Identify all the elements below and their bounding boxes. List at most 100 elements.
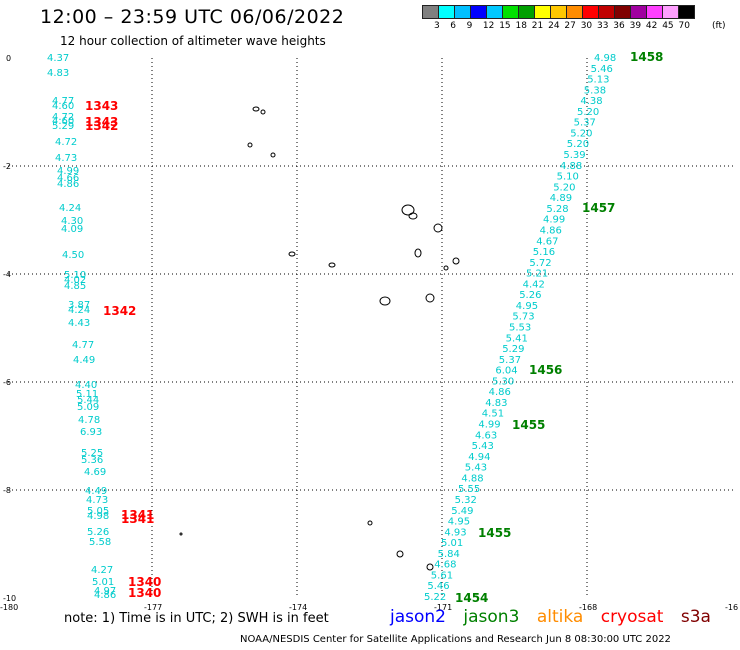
x-tick-label: -180: [0, 603, 18, 612]
cryosat-swh-value: 4.85: [64, 281, 86, 292]
y-tick-label: -10: [3, 594, 16, 603]
scale-label: 33: [597, 21, 609, 31]
jason3-swh-value: 5.84: [438, 549, 460, 560]
scale-swatch: [678, 5, 695, 19]
jason3-time-label: 1454: [455, 591, 488, 605]
cryosat-swh-value: 4.72: [52, 112, 74, 123]
y-tick-label: -4: [3, 270, 11, 279]
jason3-swh-value: 4.88: [461, 473, 483, 484]
y-tick-label: 0: [6, 54, 11, 63]
cryosat-swh-value: 4.66: [57, 173, 79, 184]
cryosat-swh-value: 4.50: [62, 250, 84, 261]
jason3-swh-value: 4.63: [475, 430, 497, 441]
cryosat-swh-value: 5.26: [87, 527, 109, 538]
jason3-time-label: 1457: [582, 201, 615, 215]
jason3-swh-value: 4.38: [580, 96, 602, 107]
cryosat-swh-value: 4.99: [57, 166, 79, 177]
islands: [179, 106, 460, 571]
island-outline: [260, 109, 266, 115]
island-outline: [426, 563, 434, 571]
island-outline: [270, 152, 276, 158]
cryosat-time-label: 1342: [103, 304, 136, 318]
cryosat-swh-value: 4.69: [84, 467, 106, 478]
cryosat-swh-value: 6.93: [80, 427, 102, 438]
cryosat-time-label: 1340: [128, 575, 161, 589]
cryosat-time-label: 1341: [121, 512, 154, 526]
cryosat-swh-value: 4.73: [86, 495, 108, 506]
jason3-swh-value: 4.83: [485, 398, 507, 409]
jason3-swh-value: 5.55: [458, 484, 480, 495]
island-outline: [379, 296, 391, 306]
x-tick-label: -177: [144, 603, 162, 612]
cryosat-swh-value: 4.37: [47, 53, 69, 64]
island-outline: [443, 265, 449, 271]
legend-cryosat: cryosat: [600, 607, 664, 627]
cryosat-swh-value: 4.02: [64, 275, 86, 286]
legend-jason2: jason2: [390, 607, 446, 627]
y-tick-label: -2: [3, 162, 11, 171]
y-tick-label: -8: [3, 486, 11, 495]
cryosat-swh-value: 4.30: [61, 216, 83, 227]
x-tick-label: -168: [579, 603, 597, 612]
cryosat-swh-value: 3.87: [68, 300, 90, 311]
jason3-swh-value: 5.49: [451, 506, 473, 517]
jason3-swh-value: 5.20: [577, 107, 599, 118]
scale-label: 30: [580, 21, 593, 31]
jason3-swh-value: 5.38: [584, 85, 606, 96]
jason3-swh-value: 5.13: [587, 75, 609, 86]
cryosat-swh-value: 4.86: [94, 590, 116, 601]
jason3-swh-value: 5.20: [567, 139, 589, 150]
jason3-swh-value: 5.01: [441, 538, 463, 549]
cryosat-swh-value: 4.78: [78, 415, 100, 426]
jason3-swh-value: 5.20: [570, 129, 592, 140]
island-outline: [252, 106, 260, 112]
cryosat-swh-value: 4.40: [75, 380, 97, 391]
jason3-swh-value: 4.42: [523, 279, 545, 290]
cryosat-swh-value: 4.97: [94, 586, 116, 597]
scale-label: 39: [629, 21, 642, 31]
scale-label: 9: [466, 21, 473, 31]
scale-unit: (ft): [712, 21, 726, 31]
map-grid: [8, 58, 733, 598]
cryosat-swh-value: 4.72: [55, 137, 77, 148]
island-outline: [288, 251, 296, 257]
map-title: 12:00 – 23:59 UTC 06/06/2022: [40, 6, 345, 28]
cryosat-time-label: 1343: [85, 99, 118, 113]
cryosat-swh-value: 5.05: [87, 506, 109, 517]
units-note: note: 1) Time is in UTC; 2) SWH is in fe…: [64, 611, 329, 626]
jason3-swh-value: 5.72: [529, 258, 551, 269]
cryosat-swh-value: 4.27: [91, 565, 113, 576]
jason3-time-label: 1455: [512, 418, 545, 432]
jason3-swh-value: 5.28: [546, 204, 568, 215]
scale-label: 6: [450, 21, 457, 31]
jason3-swh-value: 5.46: [427, 581, 449, 592]
cryosat-swh-value: 4.98: [87, 511, 109, 522]
jason3-swh-value: 4.99: [478, 420, 500, 431]
legend-altika: altika: [536, 607, 584, 627]
y-tick-label: -6: [3, 378, 11, 387]
cryosat-swh-value: 4.24: [68, 305, 90, 316]
jason3-swh-value: 6.04: [495, 366, 517, 377]
jason3-time-label: 1456: [529, 363, 562, 377]
scale-label: 21: [531, 21, 544, 31]
jason3-swh-value: 5.26: [519, 290, 541, 301]
cryosat-time-label: 1340: [128, 586, 161, 600]
cryosat-swh-value: 4.77: [72, 340, 94, 351]
cryosat-swh-value: 4.86: [57, 179, 79, 190]
jason3-swh-value: 5.29: [502, 344, 524, 355]
cryosat-swh-value: 5.58: [89, 537, 111, 548]
scale-label: 27: [564, 21, 576, 31]
jason3-swh-value: 4.93: [444, 527, 466, 538]
cryosat-swh-value: 4.60: [52, 116, 74, 127]
jason3-time-label: 1458: [630, 50, 663, 64]
jason3-swh-value: 4.67: [536, 236, 558, 247]
jason3-swh-value: 5.10: [557, 172, 579, 183]
jason3-swh-value: 5.41: [506, 333, 528, 344]
cryosat-swh-value: 4.83: [47, 68, 69, 79]
island-outline: [401, 204, 415, 216]
scale-label: 42: [645, 21, 658, 31]
island-outline: [425, 293, 435, 303]
cryosat-time-label: 1341: [121, 508, 154, 522]
island-outline: [179, 532, 183, 536]
